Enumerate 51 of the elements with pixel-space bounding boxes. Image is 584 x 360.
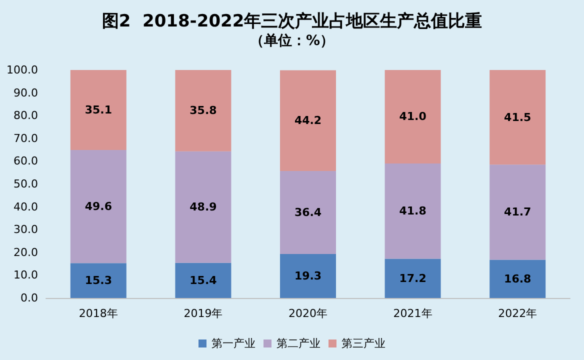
bar [175, 70, 232, 152]
data-label: 48.9 [190, 200, 217, 214]
legend-label: 第三产业 [342, 337, 386, 350]
x-tick-label: 2019年 [184, 307, 223, 320]
y-tick-label: 80.0 [14, 109, 38, 122]
bar [70, 70, 126, 150]
bar [175, 151, 232, 263]
bar [280, 70, 336, 172]
y-tick-label: 70.0 [14, 132, 38, 145]
bar [384, 258, 441, 298]
bar [490, 260, 546, 298]
y-tick-label: 90.0 [14, 86, 38, 100]
bar [490, 70, 546, 165]
bar [175, 262, 232, 298]
x-tick-label: 2020年 [288, 307, 328, 320]
y-tick-label: 0.0 [20, 292, 38, 304]
y-tick-label: 60.0 [14, 154, 38, 168]
bar [384, 70, 441, 164]
y-tick-label: 30.0 [14, 223, 38, 236]
data-label: 15.3 [84, 274, 112, 288]
y-tick-label: 10.0 [14, 268, 38, 282]
x-tick-label: 2022年 [498, 307, 538, 320]
data-label: 15.4 [190, 274, 218, 287]
y-tick-label: 50.0 [14, 178, 38, 190]
bar [70, 263, 126, 298]
data-label: 41.5 [504, 110, 532, 124]
data-label: 17.2 [399, 272, 426, 285]
legend-label: 第二产业 [276, 337, 320, 350]
bar [490, 164, 546, 260]
chart-title: 图2 2018-2022年三次产业占地区生产总值比重 [102, 12, 482, 32]
x-tick-label: 2018年 [78, 307, 118, 320]
legend-label: 第一产业 [212, 337, 256, 350]
data-label: 41.8 [399, 204, 426, 218]
data-label: 49.6 [84, 200, 112, 214]
bar [70, 150, 126, 264]
data-label: 41.7 [504, 206, 532, 219]
data-label: 19.3 [294, 270, 322, 282]
x-tick-label: 2021年 [393, 307, 432, 320]
data-label: 36.4 [294, 206, 322, 219]
data-label: 35.1 [84, 104, 112, 117]
bar [384, 163, 441, 259]
data-label: 16.8 [504, 272, 532, 286]
bar [280, 254, 336, 298]
data-label: 41.0 [399, 110, 427, 124]
y-tick-label: 100.0 [6, 64, 38, 76]
data-label: 35.8 [190, 104, 217, 118]
bar [280, 171, 336, 254]
chart-subtitle: （单位：%） [250, 33, 334, 49]
y-tick-label: 40.0 [14, 200, 38, 214]
y-tick-label: 20.0 [14, 246, 38, 259]
data-label: 44.2 [294, 114, 322, 128]
